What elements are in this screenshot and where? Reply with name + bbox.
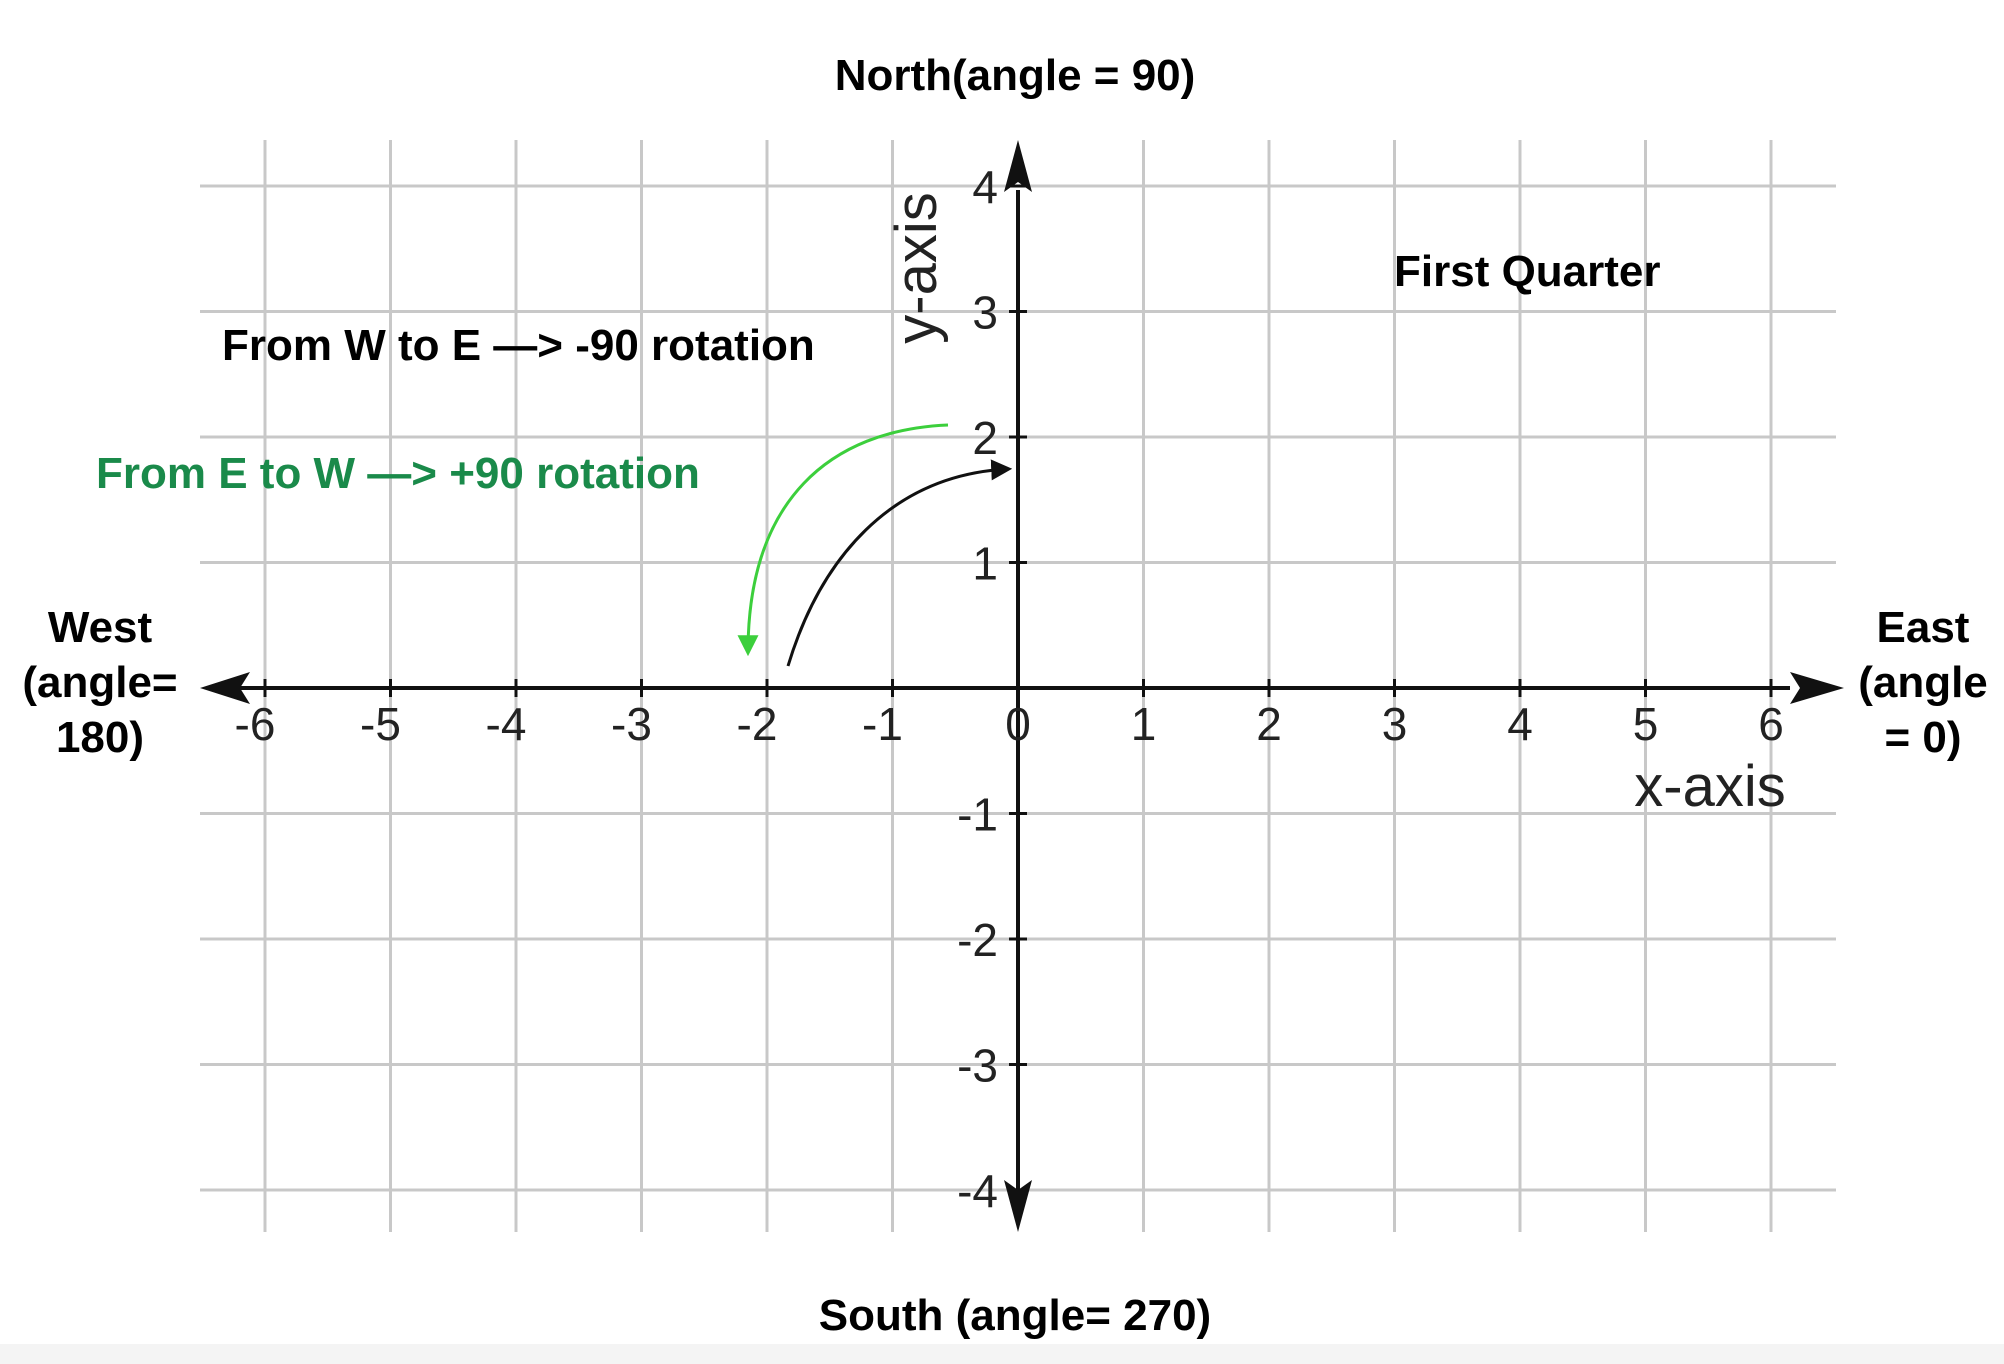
e-to-w-rotation-label: From E to W —> +90 rotation	[96, 449, 700, 498]
x-tick-label: 2	[1256, 698, 1282, 750]
x-tick-label: -1	[862, 698, 903, 750]
y-axis-arrow-down	[1004, 1180, 1032, 1232]
x-tick-label: 6	[1758, 698, 1784, 750]
rotation-arrows	[737, 423, 1013, 667]
x-tick-label: -4	[486, 698, 527, 750]
x-tick-label: -5	[360, 698, 401, 750]
y-tick-label: 4	[972, 161, 998, 213]
e-to-w-rotation-arrow	[737, 423, 949, 657]
x-tick-label: 3	[1382, 698, 1408, 750]
east-line-3: = 0)	[1884, 713, 1962, 762]
w-to-e-rotation-label: From W to E —> -90 rotation	[222, 321, 815, 370]
x-tick-label: 1	[1131, 698, 1157, 750]
x-tick-label: 0	[1005, 698, 1031, 750]
y-tick-label: 2	[972, 412, 998, 464]
y-tick-label: 1	[972, 538, 998, 590]
y-axis-label: y-axis	[884, 192, 949, 343]
x-tick-label: -2	[737, 698, 778, 750]
east-line-1: East	[1876, 603, 1970, 652]
bottom-band	[0, 1344, 2004, 1364]
x-axis-arrow-left	[200, 672, 250, 704]
x-tick-label: 4	[1507, 698, 1533, 750]
x-axis-label: x-axis	[1634, 754, 1785, 819]
y-tick-label: -3	[957, 1040, 998, 1092]
x-tick-label: -6	[235, 698, 276, 750]
x-axis-arrow-right	[1790, 672, 1844, 704]
north-label: North(angle = 90)	[834, 51, 1196, 100]
y-tick-label: -2	[957, 914, 998, 966]
x-tick-label: -3	[611, 698, 652, 750]
axes	[200, 140, 1844, 1232]
west-line-1: West	[47, 603, 153, 652]
y-tick-label: -1	[957, 789, 998, 841]
y-tick-label: -4	[957, 1165, 998, 1217]
east-line-2: (angle	[1858, 658, 1988, 707]
tick-labels: -6 -5 -4 -3 -2 -1 0 1 2 3 4 5 64321-1-2-3-4x-axisy-a…	[235, 161, 1786, 1217]
w-to-e-rotation-arrow	[786, 459, 1013, 667]
west-line-2: (angle=	[22, 658, 178, 707]
x-tick-label: 5	[1633, 698, 1659, 750]
west-label: West (angle= 180)	[0, 600, 200, 765]
y-tick-label: 3	[972, 287, 998, 339]
west-line-3: 180)	[55, 713, 145, 762]
y-axis-arrow-up	[1004, 140, 1032, 192]
south-label: South (angle= 270)	[818, 1291, 1212, 1340]
first-quarter-label: First Quarter	[1394, 247, 1661, 296]
east-label: East (angle = 0)	[1842, 600, 2004, 765]
